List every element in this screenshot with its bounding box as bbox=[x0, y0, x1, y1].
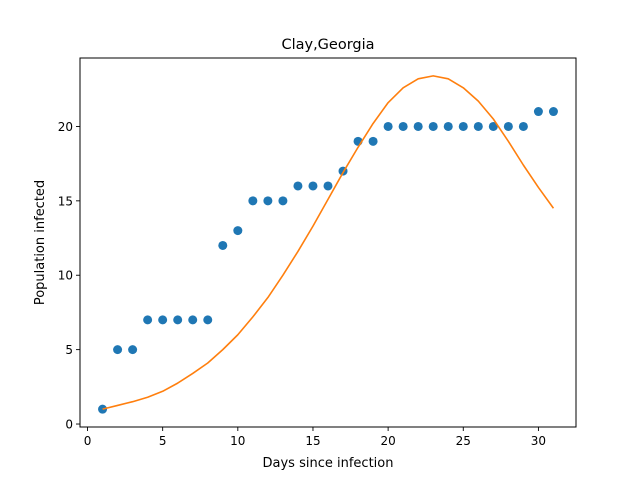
x-tick-label: 10 bbox=[230, 434, 245, 448]
x-tick-label: 30 bbox=[531, 434, 546, 448]
plot-area bbox=[98, 75, 558, 414]
data-point bbox=[443, 121, 453, 131]
y-tick-label: 0 bbox=[65, 418, 73, 432]
data-point bbox=[368, 136, 378, 146]
data-point bbox=[398, 121, 408, 131]
y-tick-label: 15 bbox=[58, 194, 73, 208]
axes-frame bbox=[79, 57, 577, 428]
x-axis-label: Days since infection bbox=[263, 456, 394, 471]
y-axis-label: Population infected bbox=[33, 180, 48, 305]
y-axis: 0 5 10 15 20 bbox=[58, 120, 80, 432]
data-point bbox=[218, 240, 228, 250]
data-point bbox=[413, 121, 423, 131]
data-point bbox=[128, 345, 138, 355]
data-point bbox=[113, 345, 123, 355]
data-point bbox=[188, 315, 198, 325]
x-axis: 0 5 10 15 20 25 30 bbox=[84, 427, 546, 448]
data-point bbox=[203, 315, 213, 325]
data-point bbox=[173, 315, 183, 325]
y-tick-label: 10 bbox=[58, 269, 73, 283]
y-tick-label: 5 bbox=[65, 343, 73, 357]
data-point bbox=[548, 107, 558, 117]
data-point bbox=[488, 121, 498, 131]
y-tick-label: 20 bbox=[58, 120, 73, 134]
data-point bbox=[473, 121, 483, 131]
x-tick-label: 15 bbox=[305, 434, 320, 448]
data-point bbox=[278, 196, 288, 206]
data-point bbox=[293, 181, 303, 191]
data-point bbox=[308, 181, 318, 191]
data-point bbox=[143, 315, 153, 325]
x-tick-label: 25 bbox=[456, 434, 471, 448]
data-point bbox=[158, 315, 168, 325]
x-tick-label: 5 bbox=[159, 434, 167, 448]
x-tick-label: 0 bbox=[84, 434, 92, 448]
data-point bbox=[383, 121, 393, 131]
data-point bbox=[428, 121, 438, 131]
data-point bbox=[533, 107, 543, 117]
data-point bbox=[263, 196, 273, 206]
fitted-curve-line bbox=[102, 75, 555, 410]
data-point bbox=[518, 121, 528, 131]
chart-title: Clay,Georgia bbox=[281, 37, 374, 53]
data-point bbox=[503, 121, 513, 131]
data-point bbox=[323, 181, 333, 191]
x-tick-label: 20 bbox=[380, 434, 395, 448]
data-point bbox=[233, 226, 243, 236]
data-point bbox=[248, 196, 258, 206]
data-point bbox=[458, 121, 468, 131]
